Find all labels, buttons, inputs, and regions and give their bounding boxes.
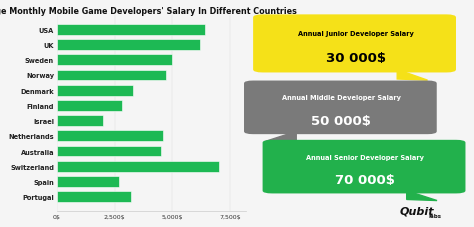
Bar xyxy=(57,176,119,187)
Text: 30 000$: 30 000$ xyxy=(326,52,385,65)
Text: 70 000$: 70 000$ xyxy=(335,173,395,186)
Bar xyxy=(57,40,200,51)
FancyBboxPatch shape xyxy=(253,15,456,73)
Text: Annual Junior Developer Salary: Annual Junior Developer Salary xyxy=(298,31,413,37)
Bar xyxy=(57,131,163,142)
Bar xyxy=(57,25,205,36)
Bar xyxy=(57,85,133,96)
Polygon shape xyxy=(397,70,428,81)
Text: Average Monthly Mobile Game Developers' Salary In Different Countries: Average Monthly Mobile Game Developers' … xyxy=(0,7,297,16)
Text: labs: labs xyxy=(429,213,442,218)
Bar xyxy=(57,116,103,126)
Bar xyxy=(57,191,131,202)
Bar xyxy=(57,146,161,157)
Bar xyxy=(57,101,122,111)
Bar xyxy=(57,70,165,81)
Text: Qubit: Qubit xyxy=(400,206,435,216)
Text: Annual Senior Developer Salary: Annual Senior Developer Salary xyxy=(306,154,424,160)
Text: 50 000$: 50 000$ xyxy=(311,114,371,127)
FancyBboxPatch shape xyxy=(263,140,465,194)
Polygon shape xyxy=(407,191,437,201)
Text: Annual Middle Developer Salary: Annual Middle Developer Salary xyxy=(282,95,401,101)
FancyBboxPatch shape xyxy=(244,81,437,135)
Bar xyxy=(57,55,173,66)
Polygon shape xyxy=(265,132,296,142)
Bar xyxy=(57,161,219,172)
